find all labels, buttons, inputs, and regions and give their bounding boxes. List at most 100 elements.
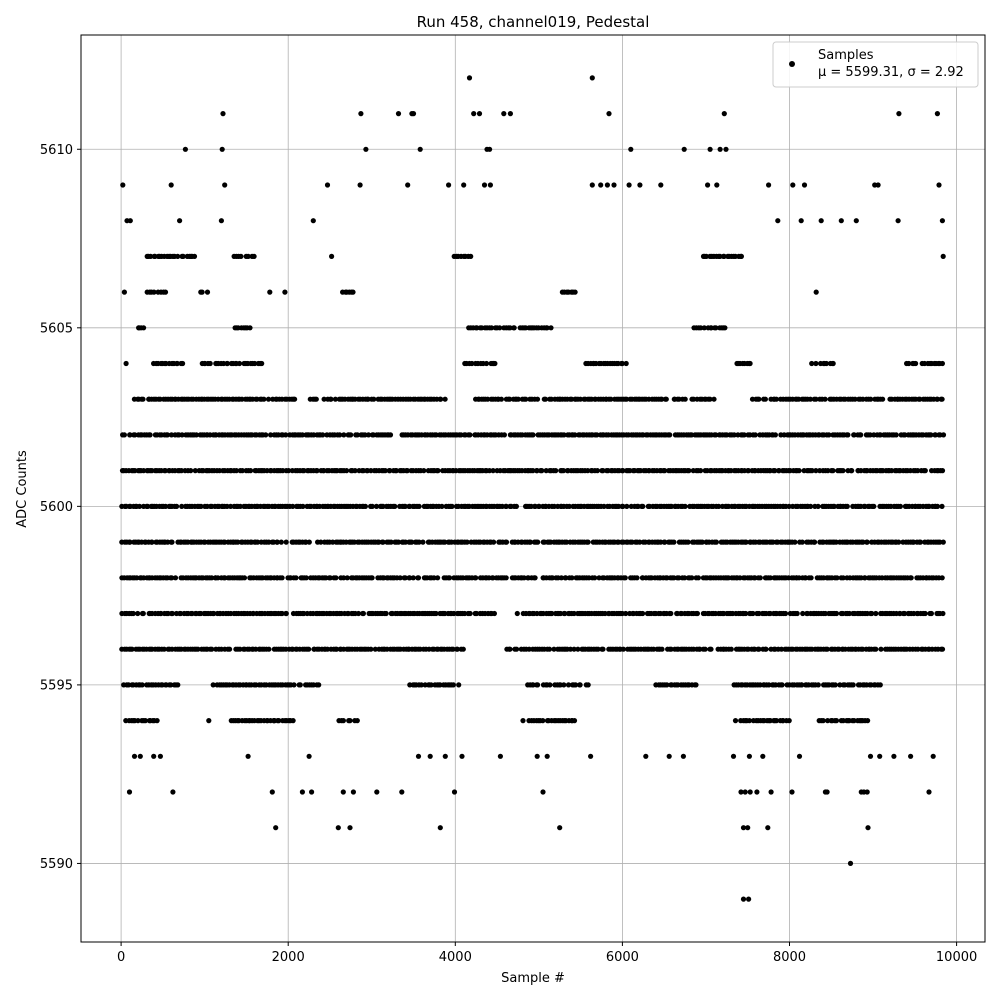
sample-point xyxy=(551,646,557,652)
sample-point xyxy=(840,575,846,581)
sample-point xyxy=(808,575,814,581)
sample-point xyxy=(395,539,402,545)
sample-point xyxy=(193,432,199,438)
sample-point xyxy=(640,503,646,509)
sample-point xyxy=(123,360,129,367)
sample-point xyxy=(934,396,941,402)
sample-point xyxy=(269,789,275,795)
sample-point xyxy=(694,610,701,617)
sample-point xyxy=(191,253,198,259)
sample-point xyxy=(276,718,282,724)
sample-point xyxy=(148,253,154,259)
sample-point xyxy=(628,146,634,152)
sample-point xyxy=(282,289,288,295)
sample-point xyxy=(572,289,578,295)
sample-point xyxy=(365,432,372,438)
sample-point xyxy=(435,468,441,474)
sample-point xyxy=(708,646,714,652)
sample-point xyxy=(486,468,493,474)
sample-point xyxy=(766,182,772,188)
sample-point xyxy=(740,896,747,902)
sample-point xyxy=(906,360,912,367)
sample-point xyxy=(360,610,366,617)
sample-point xyxy=(896,539,902,545)
sample-point xyxy=(503,503,509,509)
sample-point xyxy=(926,789,932,795)
sample-point xyxy=(174,360,180,367)
sample-point xyxy=(507,396,513,402)
sample-point xyxy=(571,646,577,652)
sample-point xyxy=(192,468,198,474)
sample-point xyxy=(383,610,389,617)
sample-point xyxy=(620,646,627,652)
sample-point xyxy=(577,682,583,688)
sample-point xyxy=(328,396,334,402)
sample-point xyxy=(180,253,186,259)
sample-point xyxy=(561,432,567,438)
sample-point xyxy=(940,432,947,438)
sample-point xyxy=(745,468,752,474)
sample-point xyxy=(826,432,832,438)
sample-point xyxy=(600,646,606,652)
sample-point xyxy=(507,646,513,652)
sample-point xyxy=(794,610,800,617)
sample-point xyxy=(801,182,808,188)
sample-point xyxy=(869,610,875,617)
sample-point xyxy=(825,468,831,474)
sample-point xyxy=(469,360,475,367)
sample-point xyxy=(487,146,493,152)
sample-point xyxy=(497,753,503,759)
sample-point xyxy=(865,825,871,831)
sample-point xyxy=(908,753,914,759)
sample-point xyxy=(503,575,509,581)
sample-point xyxy=(286,468,292,474)
sample-point xyxy=(168,432,175,438)
sample-point xyxy=(728,646,734,652)
sample-point xyxy=(606,111,612,117)
sample-point xyxy=(762,396,769,402)
sample-point xyxy=(273,825,279,831)
sample-point xyxy=(577,396,584,402)
sample-point xyxy=(511,325,517,331)
sample-point xyxy=(468,253,474,259)
sample-point xyxy=(530,432,536,438)
sample-point xyxy=(698,468,704,474)
sample-point xyxy=(792,539,798,545)
sample-point xyxy=(431,575,437,581)
sample-point xyxy=(341,575,347,581)
sample-point xyxy=(329,253,335,259)
sample-point xyxy=(747,789,753,795)
sample-point xyxy=(701,325,707,331)
sample-point xyxy=(195,646,201,652)
sample-point xyxy=(703,253,709,259)
sample-point xyxy=(623,610,629,617)
sample-point xyxy=(120,182,126,188)
sample-point xyxy=(290,718,296,724)
sample-point xyxy=(418,682,424,688)
x-tick-label: 2000 xyxy=(272,950,305,965)
sample-point xyxy=(915,468,921,474)
sample-point xyxy=(371,396,377,402)
sample-point xyxy=(594,468,601,474)
sample-point xyxy=(206,718,212,724)
sample-point xyxy=(380,539,386,545)
sample-point xyxy=(713,325,719,331)
sample-point xyxy=(437,825,443,831)
sample-point xyxy=(549,575,556,581)
sample-point xyxy=(393,468,399,474)
sample-point xyxy=(789,789,795,795)
sample-point xyxy=(163,503,169,509)
sample-point xyxy=(121,289,127,295)
sample-point xyxy=(750,610,756,617)
sample-point xyxy=(823,360,830,367)
sample-point xyxy=(333,575,339,581)
sample-point xyxy=(711,396,717,402)
sample-point xyxy=(867,432,873,438)
sample-point xyxy=(637,539,643,545)
sample-point xyxy=(306,539,312,545)
sample-point xyxy=(259,360,265,367)
sample-point xyxy=(164,432,171,438)
sample-point xyxy=(838,218,844,224)
sample-point xyxy=(169,575,175,581)
sample-point xyxy=(662,468,668,474)
